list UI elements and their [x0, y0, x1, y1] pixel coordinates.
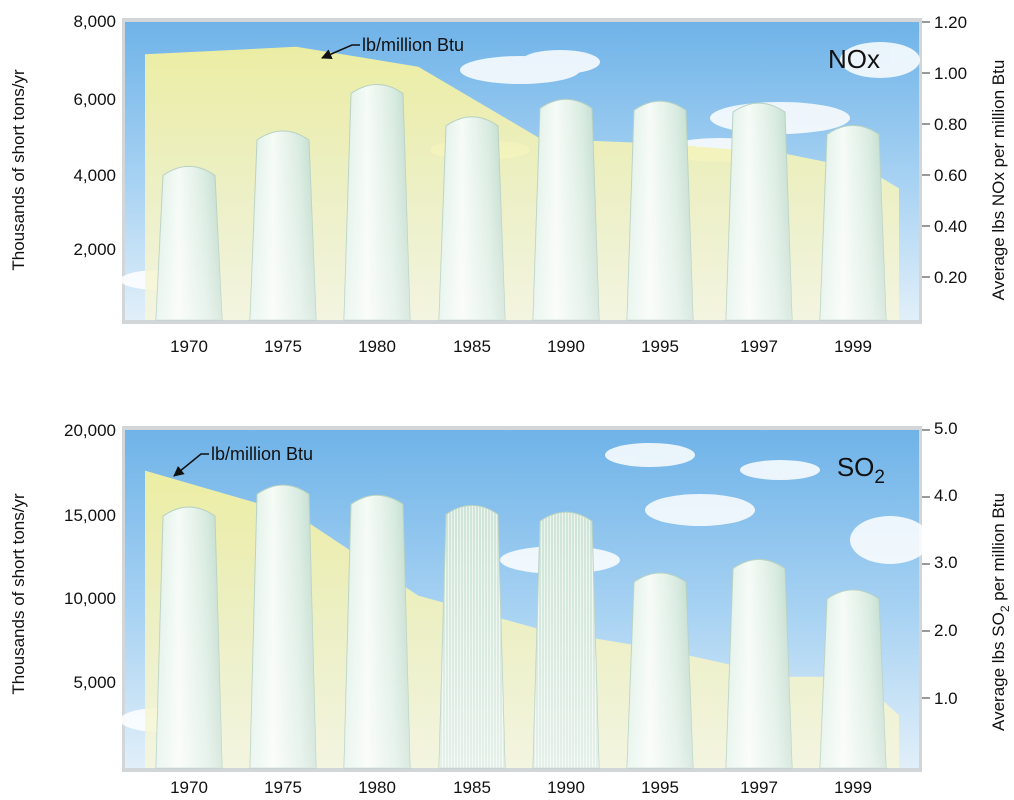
so2-bar-shade-1999 [820, 589, 886, 768]
so2-y-axis-title: Thousands of short tons/yr [9, 493, 28, 695]
so2-bar-shade-1995 [627, 572, 693, 768]
so2-xtick-label: 1997 [740, 778, 778, 797]
so2-title-sub: 2 [874, 467, 885, 488]
so2-bar-shade-1997 [726, 559, 792, 768]
so2-y2tick-label: 1.0 [934, 689, 958, 708]
so2-y2-axis-title: Average lbs SO2 per million Btu [989, 493, 1012, 731]
nox-ytick-label: 2,000 [73, 240, 116, 259]
nox-plot-area [120, 18, 922, 324]
so2-xtick-label: 1980 [358, 778, 396, 797]
nox-bar-shade-1990 [533, 99, 599, 320]
so2-plot-area [120, 426, 930, 772]
so2-chart: 20,000 15,000 10,000 5,000 Thousands of … [9, 419, 1012, 797]
nox-bar-shade-1980 [344, 84, 410, 321]
nox-y2-axis-title: Average lbs NOx per million Btu [989, 60, 1008, 301]
so2-xtick-label: 1985 [453, 778, 491, 797]
so2-area-label: lb/million Btu [211, 444, 313, 464]
so2-bar-shade-1970 [156, 507, 222, 768]
so2-xtick-label: 1999 [834, 778, 872, 797]
nox-bar-shade-1985 [439, 116, 505, 321]
so2-bar-shade-1980 [344, 495, 410, 768]
nox-y2tick-label: 1.00 [934, 64, 967, 83]
nox-ytick-label: 8,000 [73, 12, 116, 31]
nox-right-axis: 1.20 1.00 0.80 0.60 0.40 0.20 Average lb… [922, 13, 1008, 300]
so2-left-axis: 20,000 15,000 10,000 5,000 Thousands of … [9, 421, 116, 695]
nox-y-axis-title: Thousands of short tons/yr [9, 69, 28, 271]
so2-ytick-label: 20,000 [64, 421, 116, 440]
nox-bar-shade-1995 [627, 101, 693, 320]
nox-xtick-label: 1985 [453, 337, 491, 356]
so2-xtick-label: 1990 [547, 778, 585, 797]
nox-y2tick-label: 0.80 [934, 115, 967, 134]
nox-xtick-label: 1999 [834, 337, 872, 356]
nox-y2tick-label: 1.20 [934, 13, 967, 32]
so2-x-axis: 1970 1975 1980 1985 1990 1995 1997 1999 [170, 778, 872, 797]
so2-ytick-label: 5,000 [73, 673, 116, 692]
nox-xtick-label: 1970 [170, 337, 208, 356]
so2-y2-title-sub: 2 [998, 605, 1012, 612]
so2-title: SO2 [837, 452, 885, 488]
so2-y2-title-tail: per million Btu [989, 493, 1008, 605]
nox-xtick-label: 1980 [358, 337, 396, 356]
nox-area-annotation: lb/million Btu [321, 35, 464, 60]
nox-bar-shade-1997 [726, 103, 792, 321]
so2-area [145, 470, 899, 768]
nox-xtick-label: 1990 [547, 337, 585, 356]
nox-bar-shade-1999 [820, 125, 886, 320]
so2-bar-shade-1975 [250, 485, 316, 768]
so2-area-annotation: lb/million Btu [173, 444, 313, 477]
so2-y2tick-label: 2.0 [934, 621, 958, 640]
nox-area-label: lb/million Btu [362, 35, 464, 55]
so2-bar-shade-1985 [439, 505, 505, 768]
nox-xtick-label: 1997 [740, 337, 778, 356]
nox-y2tick-label: 0.40 [934, 217, 967, 236]
nox-x-axis: 1970 1975 1980 1985 1990 1995 1997 1999 [170, 337, 872, 356]
nox-xtick-label: 1995 [641, 337, 679, 356]
so2-xtick-label: 1970 [170, 778, 208, 797]
nox-y2tick-label: 0.60 [934, 166, 967, 185]
nox-chart: 8,000 6,000 4,000 2,000 Thousands of sho… [9, 12, 1008, 356]
so2-xtick-label: 1975 [264, 778, 302, 797]
so2-right-axis: 5.0 4.0 3.0 2.0 1.0 Average lbs SO2 per … [922, 419, 1012, 731]
nox-title: NOx [828, 44, 880, 74]
nox-bar-shade-1975 [250, 131, 316, 320]
so2-title-main: SO [837, 452, 875, 482]
nox-ytick-label: 4,000 [73, 166, 116, 185]
nox-bar-shade-1970 [156, 166, 222, 320]
nox-left-axis: 8,000 6,000 4,000 2,000 Thousands of sho… [9, 12, 116, 271]
so2-y2tick-label: 4.0 [934, 486, 958, 505]
nox-ytick-label: 6,000 [73, 90, 116, 109]
nox-xtick-label: 1975 [264, 337, 302, 356]
so2-ytick-label: 15,000 [64, 506, 116, 525]
nox-y2tick-label: 0.20 [934, 268, 967, 287]
so2-xtick-label: 1995 [641, 778, 679, 797]
so2-y2tick-label: 3.0 [934, 553, 958, 572]
so2-bar-shade-1990 [533, 512, 599, 768]
so2-y2-title-main: Average lbs SO [989, 612, 1008, 731]
so2-ytick-label: 10,000 [64, 589, 116, 608]
so2-y2tick-label: 5.0 [934, 419, 958, 438]
nox-area [145, 46, 899, 321]
